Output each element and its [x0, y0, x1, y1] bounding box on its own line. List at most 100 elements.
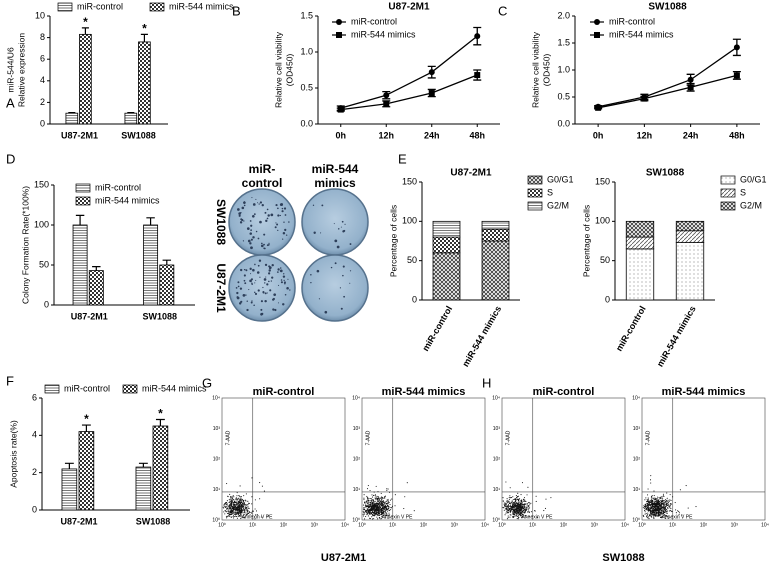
- event-dot: [267, 516, 269, 518]
- event-dot: [234, 499, 236, 501]
- x-tick-label: 0h: [593, 130, 604, 140]
- event-dot: [659, 507, 661, 509]
- event-dot: [379, 514, 381, 516]
- event-dot: [376, 497, 378, 499]
- event-dot: [524, 514, 526, 517]
- event-dot: [665, 515, 667, 517]
- colony: [334, 262, 337, 265]
- marker: [733, 44, 740, 51]
- event-dot: [245, 515, 247, 517]
- event-dot: [508, 496, 510, 499]
- event-dot: [650, 507, 652, 509]
- x-tick-label: SW1088: [142, 311, 177, 321]
- event-dot: [658, 499, 660, 501]
- event-dot: [375, 512, 377, 514]
- event-dot: [647, 507, 649, 509]
- colony: [340, 307, 343, 310]
- event-dot: [653, 514, 655, 516]
- panel-label: D: [6, 151, 15, 166]
- event-dot: [381, 500, 383, 503]
- y-axis-label: Relative expression: [16, 33, 26, 107]
- y-tick-label: 6: [32, 392, 37, 402]
- event-dot: [237, 498, 239, 500]
- colony: [321, 204, 324, 207]
- event-dot: [228, 506, 230, 508]
- event-dot: [366, 495, 368, 497]
- colony: [248, 289, 250, 291]
- event-dot: [647, 488, 649, 490]
- event-dot: [649, 499, 651, 502]
- event-dot: [521, 502, 523, 504]
- event-dot: [382, 504, 384, 506]
- event-dot: [507, 515, 509, 517]
- event-dot: [655, 505, 657, 507]
- event-dot: [377, 509, 379, 512]
- event-dot: [543, 510, 545, 512]
- bar-segment: [432, 236, 461, 254]
- event-dot: [506, 518, 508, 520]
- event-dot: [369, 511, 371, 513]
- event-dot: [367, 507, 369, 509]
- colony: [272, 297, 275, 301]
- event-dot: [254, 508, 256, 510]
- y-tick-label: 10²: [213, 456, 221, 462]
- event-dot: [255, 510, 258, 512]
- event-dot: [512, 496, 514, 498]
- colony: [330, 266, 333, 269]
- event-dot: [668, 510, 670, 512]
- event-dot: [665, 505, 667, 507]
- event-dot: [660, 504, 662, 506]
- y-tick-label: 0: [40, 118, 45, 128]
- colony: [263, 278, 267, 281]
- event-dot: [518, 513, 520, 515]
- bar-segment: [432, 252, 461, 301]
- event-dot: [246, 507, 248, 509]
- event-dot: [661, 501, 663, 503]
- event-dot: [651, 510, 653, 512]
- event-dot: [654, 504, 656, 506]
- event-dot: [508, 507, 510, 510]
- colony: [245, 294, 247, 296]
- colony: [268, 272, 271, 275]
- event-dot: [369, 518, 371, 520]
- y-axis-label: Percentage of cells: [388, 205, 398, 277]
- legend-swatch: [527, 188, 543, 198]
- event-dot: [653, 511, 655, 513]
- event-dot: [651, 509, 653, 511]
- plot-frame: [641, 397, 766, 521]
- event-dot: [379, 501, 381, 503]
- event-dot: [647, 498, 649, 500]
- event-dot: [369, 502, 371, 504]
- event-dot: [238, 508, 241, 510]
- event-dot: [391, 498, 393, 500]
- colony: [277, 214, 280, 217]
- event-dot: [376, 504, 378, 506]
- x-tick-label: 10³: [731, 522, 739, 528]
- event-dot: [647, 505, 649, 507]
- colony: [258, 203, 260, 205]
- event-dot: [651, 495, 653, 497]
- colony: [349, 243, 352, 245]
- event-dot: [260, 516, 262, 518]
- y-axis-label: (OD450): [541, 54, 551, 87]
- event-dot: [364, 518, 366, 520]
- event-dot: [381, 507, 383, 509]
- event-dot: [362, 511, 364, 513]
- event-dot: [224, 502, 226, 505]
- event-dot: [372, 504, 374, 506]
- plot-frame: [361, 397, 486, 521]
- event-dot: [651, 506, 653, 508]
- event-dot: [367, 510, 369, 512]
- error-bar: [64, 462, 74, 469]
- panel-label: C: [498, 3, 507, 18]
- x-tick-label: 10¹: [669, 522, 677, 528]
- event-dot: [238, 495, 240, 497]
- event-dot: [670, 499, 672, 501]
- image-row-label: U87-2M1: [214, 263, 228, 313]
- event-dot: [695, 506, 697, 508]
- event-dot: [366, 508, 368, 510]
- event-dot: [509, 514, 511, 516]
- event-dot: [503, 509, 505, 511]
- event-dot: [644, 499, 646, 501]
